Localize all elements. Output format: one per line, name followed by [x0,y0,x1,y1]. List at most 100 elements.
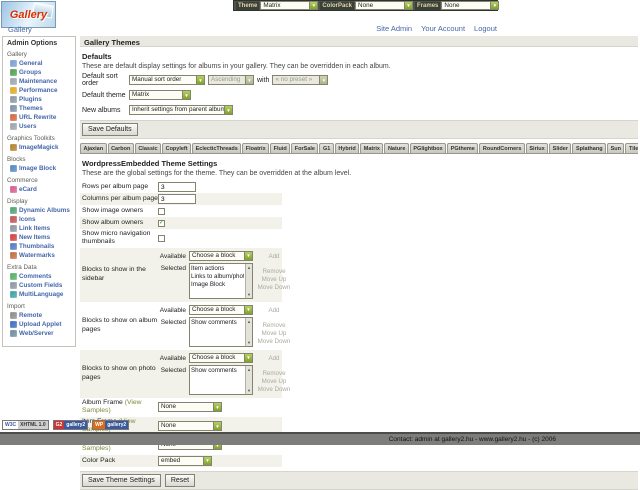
sidebar-item-maintenance[interactable]: Maintenance [10,77,73,86]
tab-ajaxian[interactable]: Ajaxian [80,143,107,153]
tab-forsale[interactable]: ForSale [291,143,319,153]
sidebar-item-multilanguage[interactable]: MultiLanguage [10,290,73,299]
sidebar-item-url-rewrite[interactable]: URL Rewrite [10,113,73,122]
tab-g1[interactable]: G1 [319,143,334,153]
add-action[interactable]: Add [268,252,280,260]
add-action[interactable]: Add [268,306,280,314]
listbox-scrollbar[interactable]: ▲ ▼ [245,365,252,394]
default-sort-order-select[interactable]: Manual sort order ▼ [129,75,205,85]
add-action[interactable]: Add [268,354,280,362]
reset-button[interactable]: Reset [164,473,196,487]
selected-blocks-listbox[interactable]: Show comments ▲ ▼ [189,316,253,347]
default-theme-select[interactable]: Matrix ▼ [129,90,191,100]
sidebar-item-icons[interactable]: Icons [10,215,73,224]
show-image-owners-checkbox[interactable] [158,207,165,215]
remove-action[interactable]: Remove [262,369,286,377]
move-up-action[interactable]: Move Up [261,329,287,337]
sidebar-item-image-block[interactable]: Image Block [10,164,73,173]
show-micro-navigation-thumbnails-checkbox[interactable] [158,234,165,242]
listbox-item-image-block[interactable]: Image Block [191,281,226,289]
frames-select[interactable]: None ▼ [441,1,500,10]
sidebar-item-imagemagick[interactable]: ImageMagick [10,143,73,152]
tab-eclecticthreads[interactable]: EclecticThreads [192,143,242,153]
logout-link[interactable]: Logout [474,24,497,33]
listbox-item-item-actions[interactable]: Item actions [191,264,225,272]
listbox-scrollbar[interactable]: ▲ ▼ [245,317,252,346]
tab-tile[interactable]: Tile [625,143,638,153]
item-frame-select[interactable]: None ▼ [158,421,222,432]
colorpack-select[interactable]: None ▼ [355,1,414,10]
save-theme-settings-button[interactable]: Save Theme Settings [82,473,161,487]
show-album-owners-checkbox[interactable]: ✓ [158,219,165,227]
sidebar-item-link-items[interactable]: Link Items [10,224,73,233]
sidebar-item-plugins[interactable]: Plugins [10,95,73,104]
tab-splathang[interactable]: Splathang [572,143,607,153]
badge-right-text: gallery2 [105,421,129,429]
sidebar-item-upload-applet[interactable]: Upload Applet [10,320,73,329]
breadcrumb[interactable]: Gallery [8,25,32,34]
view-samples-link[interactable]: (View Samples) [82,398,142,415]
listbox-item-links-to-album-photo-peers[interactable]: Links to album/photo peers [191,273,244,281]
tab-pgtheme[interactable]: PGtheme [447,143,479,153]
tab-slider[interactable]: Slider [549,143,572,153]
remove-action[interactable]: Remove [262,321,286,329]
tab-pglightbox[interactable]: PGlightbox [409,143,447,153]
selected-blocks-listbox[interactable]: Show comments ▲ ▼ [189,364,253,395]
settings-row-rows-per-album-page: Rows per album page [80,181,282,193]
remove-action[interactable]: Remove [262,267,286,275]
move-down-action[interactable]: Move Down [257,385,291,393]
sidebar-item-thumbnails[interactable]: Thumbnails [10,242,73,251]
footer-badge-0[interactable]: W3C XHTML 1.0 [2,420,49,430]
tab-sun[interactable]: Sun [607,143,625,153]
sidebar-item-remote[interactable]: Remote [10,311,73,320]
link-items-icon [10,225,17,232]
save-defaults-button[interactable]: Save Defaults [82,123,138,136]
listbox-scrollbar[interactable]: ▲ ▼ [245,263,252,298]
sidebar-item-general[interactable]: General [10,59,73,68]
sidebar-item-users[interactable]: Users [10,122,73,131]
sidebar-item-watermarks[interactable]: Watermarks [10,251,73,260]
available-block-select[interactable]: Choose a block ▼ [189,304,253,315]
move-down-action[interactable]: Move Down [257,283,291,291]
remote-icon [10,312,17,319]
listbox-item-show-comments[interactable]: Show comments [191,366,237,374]
sidebar-item-themes[interactable]: Themes [10,104,73,113]
footer-badge-1[interactable]: G2 gallery2 [52,420,89,430]
tab-roundcorners[interactable]: RoundCorners [479,143,525,153]
color-pack-select[interactable]: embed ▼ [158,455,212,466]
footer-badge-2[interactable]: WP gallery2 [92,420,130,430]
tab-siriux[interactable]: Siriux [525,143,549,153]
sidebar-item-new-items[interactable]: New Items [10,233,73,242]
sidebar-item-ecard[interactable]: eCard [10,185,73,194]
columns-per-album-page-input[interactable] [158,194,196,204]
sidebar-item-custom-fields[interactable]: Custom Fields [10,281,73,290]
rows-per-album-page-input[interactable] [158,182,196,192]
tab-nature[interactable]: Nature [384,143,409,153]
tab-matrix[interactable]: Matrix [360,143,384,153]
tab-fluid[interactable]: Fluid [270,143,291,153]
tab-carbon[interactable]: Carbon [107,143,134,153]
your-account-link[interactable]: Your Account [421,24,466,33]
move-up-action[interactable]: Move Up [261,275,287,283]
sidebar-item-groups[interactable]: Groups [10,68,73,77]
album-frame-select[interactable]: None ▼ [158,402,222,413]
tab-classic[interactable]: Classic [134,143,162,153]
tab-copyleft[interactable]: Copyleft [162,143,192,153]
available-block-select[interactable]: Choose a block ▼ [189,250,253,261]
tab-floatrix[interactable]: Floatrix [242,143,270,153]
move-down-action[interactable]: Move Down [257,337,291,345]
sidebar-item-performance[interactable]: Performance [10,86,73,95]
settings-label: Color Pack [82,456,116,464]
sidebar-item-comments[interactable]: Comments [10,272,73,281]
gallery-logo[interactable]: Gallery [1,1,56,28]
available-block-select[interactable]: Choose a block ▼ [189,352,253,363]
sidebar-item-dynamic-albums[interactable]: Dynamic Albums [10,206,73,215]
sidebar-item-web-server[interactable]: Web/Server [10,329,73,338]
move-up-action[interactable]: Move Up [261,377,287,385]
theme-select[interactable]: Matrix ▼ [260,1,319,10]
new-albums-select[interactable]: Inherit settings from parent album ▼ [129,105,233,115]
site-admin-link[interactable]: Site Admin [376,24,413,33]
listbox-item-show-comments[interactable]: Show comments [191,318,237,326]
tab-hybrid[interactable]: Hybrid [334,143,360,153]
